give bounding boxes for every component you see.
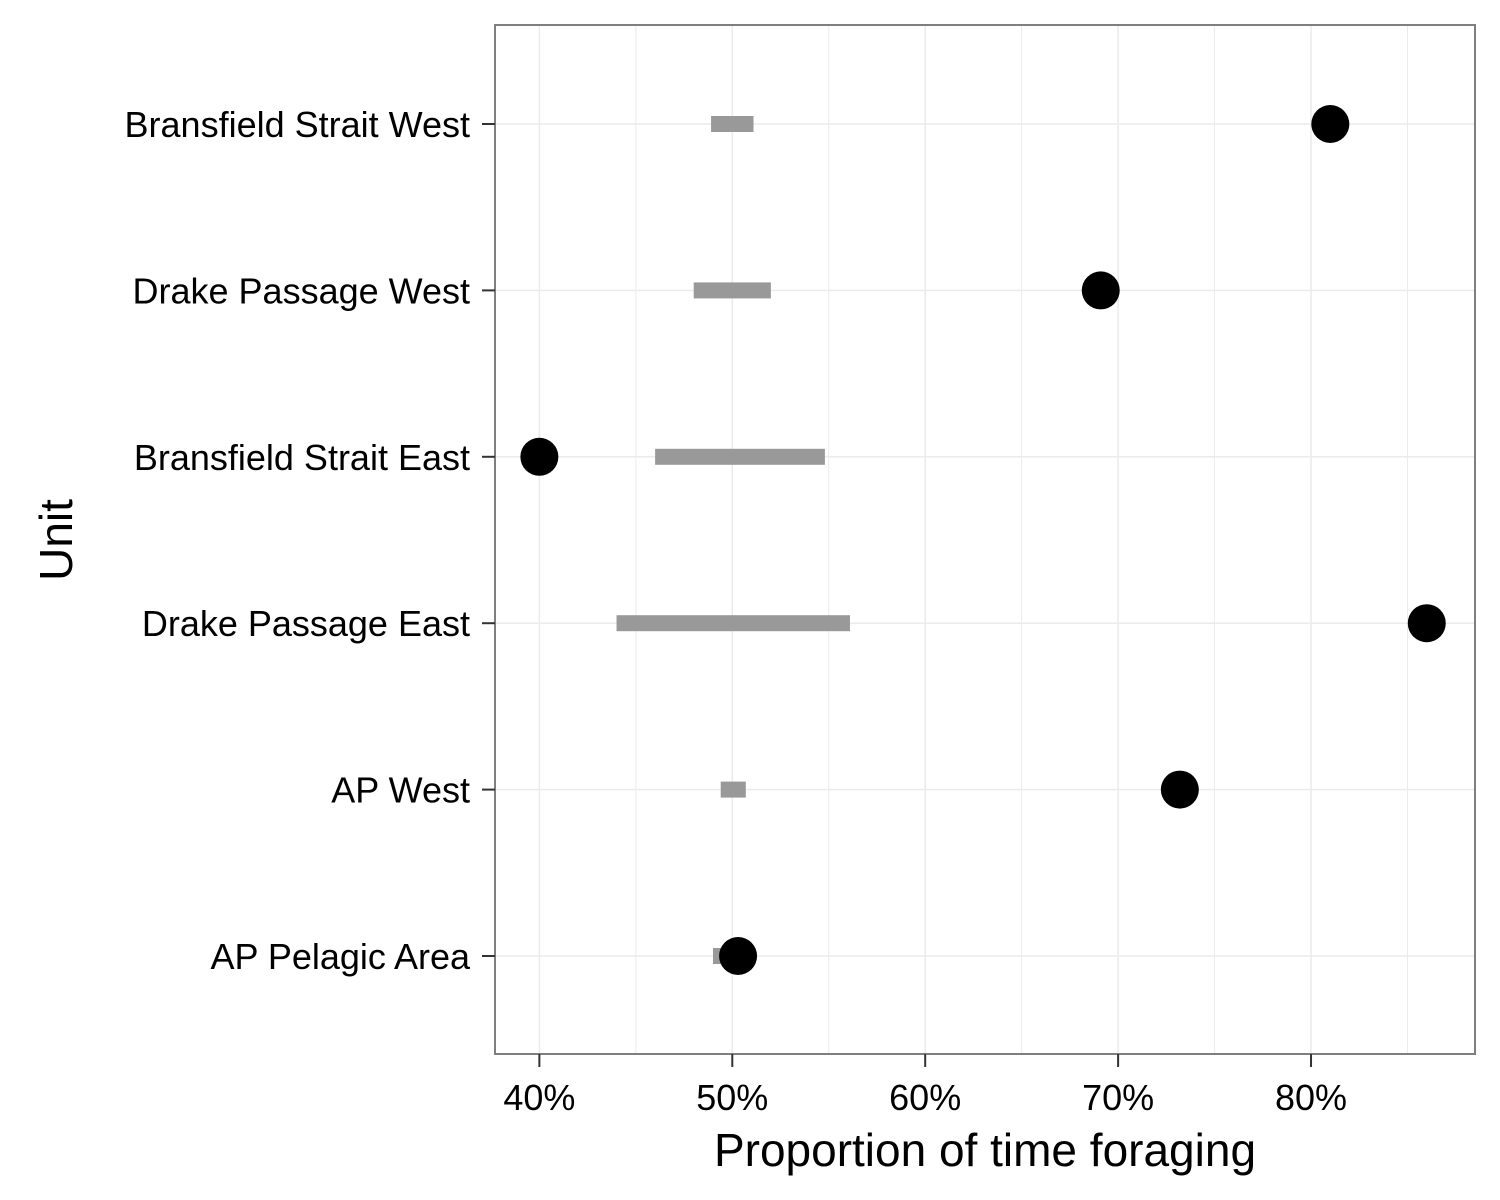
y-tick-label: Drake Passage West [133, 270, 470, 311]
grid-major-lines [495, 25, 1475, 1054]
x-tick-label: 80% [1275, 1077, 1347, 1118]
range-bar [616, 615, 850, 632]
data-point [520, 437, 559, 476]
data-points [520, 105, 1446, 975]
x-tick-label: 40% [503, 1077, 575, 1118]
y-tick-label: AP West [331, 770, 470, 811]
x-tick-label: 50% [696, 1077, 768, 1118]
plot-panel-border [494, 24, 1476, 1055]
x-tick-label: 60% [889, 1077, 961, 1118]
range-bar [693, 282, 771, 299]
grid-minor-lines [635, 25, 1408, 1054]
y-axis: Bransfield Strait West Drake Passage West… [125, 104, 495, 977]
data-point [719, 937, 758, 975]
data-point [1407, 604, 1446, 643]
y-axis-title: Unit [30, 499, 82, 581]
x-axis: 40% 50% 60% 70% 80% [503, 1054, 1347, 1118]
y-tick-label: Bransfield Strait West [125, 104, 470, 145]
y-tick-label: Bransfield Strait East [134, 437, 470, 478]
y-tick-label: AP Pelagic Area [210, 936, 470, 977]
plot-panel-background [495, 25, 1475, 1054]
data-point [1081, 271, 1120, 310]
x-tick-label: 70% [1082, 1077, 1154, 1118]
data-point [1311, 105, 1350, 143]
y-tick-label: Drake Passage East [142, 603, 470, 644]
x-axis-title: Proportion of time foraging [714, 1124, 1256, 1176]
range-bar [711, 116, 754, 132]
range-bar [655, 448, 825, 465]
data-point [1160, 770, 1199, 809]
range-bar [720, 781, 746, 798]
